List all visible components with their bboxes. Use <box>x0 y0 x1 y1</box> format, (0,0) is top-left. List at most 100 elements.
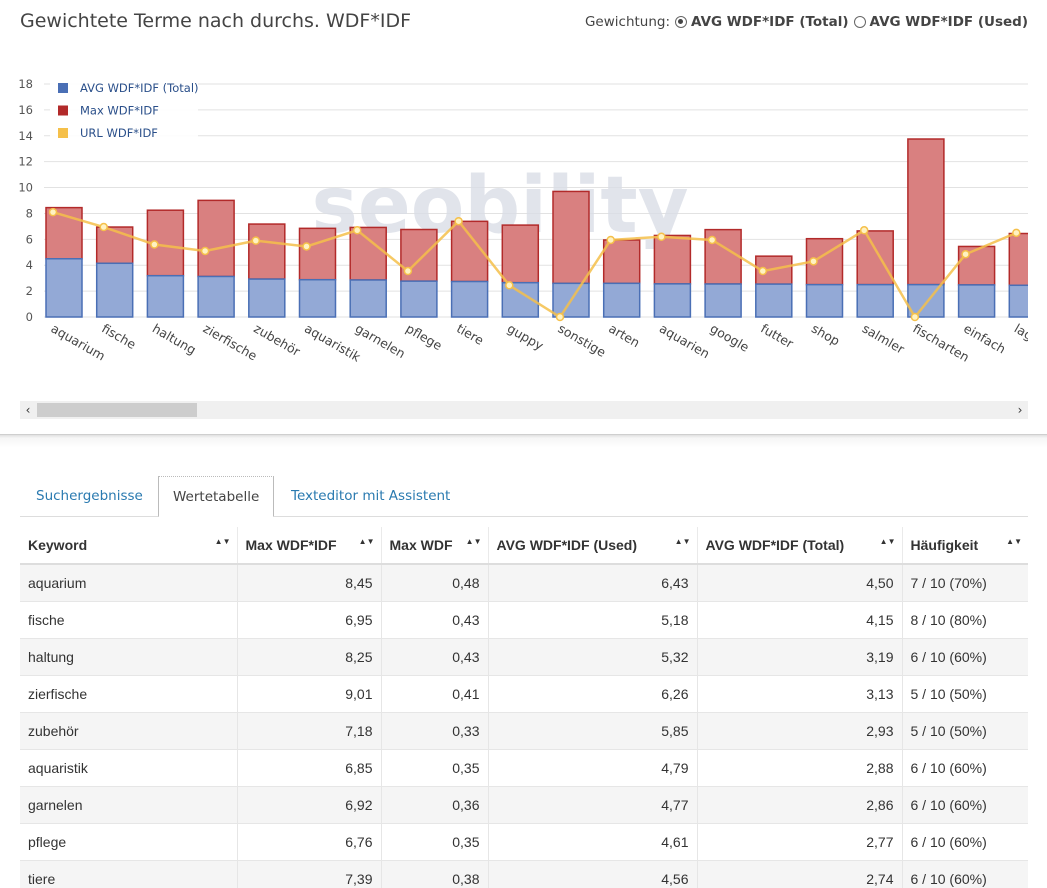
cell-max-wdf: 0,43 <box>381 600 489 638</box>
radio-avg-total-label[interactable]: AVG WDF*IDF (Total) <box>691 14 849 30</box>
col-max-wdf-label[interactable]: Max WDF <box>389 537 453 553</box>
col-avg-used[interactable]: AVG WDF*IDF (Used) ▲▼ <box>488 527 698 565</box>
sort-icon[interactable]: ▲▼ <box>465 537 482 546</box>
x-tick-label: salmler <box>860 321 908 357</box>
radio-avg-total[interactable]: AVG WDF*IDF (Total) <box>675 14 849 30</box>
cell-avg-total: 4,15 <box>697 600 903 638</box>
section-divider <box>0 434 1047 448</box>
col-keyword[interactable]: Keyword ▲▼ <box>20 527 238 565</box>
x-tick-label: aquarien <box>657 321 712 362</box>
cell-haeufigkeit: 5 / 10 (50%) <box>902 674 1028 712</box>
cell-max-wdf-idf: 6,85 <box>237 748 382 786</box>
col-keyword-label[interactable]: Keyword <box>28 537 88 553</box>
point-url-wdf-idf <box>606 235 615 245</box>
table-row: tiere 7,39 0,38 4,56 2,74 6 / 10 (60%) <box>20 859 1028 888</box>
bar-max-wdf-idf <box>653 234 692 285</box>
chart-legend: AVG WDF*IDF (Total) Max WDF*IDF URL WDF*ID… <box>50 76 199 142</box>
point-url-wdf-idf <box>1012 228 1021 238</box>
sort-icon[interactable]: ▲▼ <box>879 537 896 546</box>
cell-max-wdf-idf: 6,92 <box>237 785 382 823</box>
table-row: pflege 6,76 0,35 4,61 2,77 6 / 10 (60%) <box>20 822 1028 860</box>
bar-avg-wdf-idf-total <box>197 275 235 318</box>
cell-max-wdf: 0,48 <box>381 563 489 601</box>
sort-icon[interactable]: ▲▼ <box>1006 537 1022 546</box>
x-tick-label: zierfische <box>201 321 261 364</box>
table-row: aquarium 8,45 0,48 6,43 4,50 7 / 10 (70%) <box>20 563 1028 601</box>
bar-avg-wdf-idf-total <box>45 258 83 318</box>
bar-avg-wdf-idf-total <box>298 278 337 318</box>
x-tick-label: guppy <box>505 321 547 354</box>
bar-avg-wdf-idf-total <box>450 280 489 318</box>
cell-avg-total: 2,88 <box>697 748 903 786</box>
cell-keyword: zierfische <box>20 674 238 712</box>
cell-avg-used: 5,32 <box>488 637 698 675</box>
cell-max-wdf: 0,41 <box>381 674 489 712</box>
table-row: fische 6,95 0,43 5,18 4,15 8 / 10 (80%) <box>20 600 1028 638</box>
cell-max-wdf-idf: 8,45 <box>237 563 382 601</box>
radio-avg-used[interactable]: AVG WDF*IDF (Used) <box>853 14 1028 30</box>
tab-wertetabelle[interactable]: Wertetabelle <box>158 476 275 517</box>
col-avg-used-label[interactable]: AVG WDF*IDF (Used) <box>496 537 638 553</box>
col-max-wdf-idf-label[interactable]: Max WDF*IDF <box>245 537 337 553</box>
cell-keyword: tiere <box>20 859 238 888</box>
sort-icon[interactable]: ▲▼ <box>214 537 231 546</box>
scroll-thumb[interactable] <box>37 403 197 417</box>
tab-bar: Suchergebnisse Wertetabelle Texteditor m… <box>20 476 1028 517</box>
cell-haeufigkeit: 6 / 10 (60%) <box>902 785 1028 823</box>
radio-unchecked-icon[interactable] <box>853 16 866 28</box>
col-max-wdf[interactable]: Max WDF ▲▼ <box>381 527 489 565</box>
bar-avg-wdf-idf-total <box>653 283 692 318</box>
table-row: garnelen 6,92 0,36 4,77 2,86 6 / 10 (60%) <box>20 785 1028 823</box>
point-url-wdf-idf <box>251 236 261 245</box>
x-tick-label: futter <box>758 321 797 352</box>
radio-checked-icon[interactable] <box>675 16 688 28</box>
point-url-wdf-idf <box>859 226 869 235</box>
point-url-wdf-idf <box>809 257 818 266</box>
cell-avg-total: 3,19 <box>697 637 903 675</box>
x-tick-label: lage <box>1012 321 1043 348</box>
point-url-wdf-idf <box>200 246 210 256</box>
cell-keyword: aquarium <box>20 563 238 601</box>
col-avg-total-label[interactable]: AVG WDF*IDF (Total) <box>705 537 845 553</box>
cell-keyword: fische <box>20 600 238 638</box>
col-avg-total[interactable]: AVG WDF*IDF (Total) ▲▼ <box>697 527 903 565</box>
bar-max-wdf-idf <box>248 223 286 280</box>
sort-icon[interactable]: ▲▼ <box>674 537 691 546</box>
bar-max-wdf-idf <box>501 224 540 284</box>
cell-keyword: pflege <box>20 822 238 860</box>
bar-avg-wdf-idf-total <box>856 283 894 318</box>
cell-max-wdf-idf: 6,76 <box>237 822 382 860</box>
table-header-row: Keyword ▲▼ Max WDF*IDF ▲▼ Max WDF ▲▼ AVG WD… <box>20 527 1028 565</box>
x-tick-label: fische <box>99 321 139 353</box>
col-haeufigkeit-label[interactable]: Häufigkeit <box>910 537 979 553</box>
table-row: zubehör 7,18 0,33 5,85 2,93 5 / 10 (50%) <box>20 711 1028 749</box>
cell-avg-total: 2,74 <box>697 859 903 888</box>
scroll-right-arrow-icon[interactable]: › <box>1017 403 1023 417</box>
legend-label: URL WDF*IDF <box>80 126 158 140</box>
y-tick-label: 6 <box>26 232 33 246</box>
cell-avg-total: 4,50 <box>697 563 903 601</box>
point-url-wdf-idf <box>657 232 666 241</box>
legend-label: AVG WDF*IDF (Total) <box>80 81 199 95</box>
line-url-wdf-idf <box>52 210 1017 320</box>
tab-suchergebnisse[interactable]: Suchergebnisse <box>36 488 143 504</box>
col-haeufigkeit[interactable]: Häufigkeit ▲▼ <box>902 527 1028 565</box>
col-max-wdf-idf[interactable]: Max WDF*IDF ▲▼ <box>237 527 382 565</box>
tab-texteditor[interactable]: Texteditor mit Assistent <box>291 488 451 504</box>
cell-avg-used: 5,18 <box>488 600 698 638</box>
chart-scrollbar[interactable]: ‹ › <box>20 401 1028 419</box>
bar-max-wdf-idf <box>856 230 894 286</box>
cell-haeufigkeit: 6 / 10 (60%) <box>902 748 1028 786</box>
point-url-wdf-idf <box>961 249 970 259</box>
sort-icon[interactable]: ▲▼ <box>358 537 375 546</box>
scroll-left-arrow-icon[interactable]: ‹ <box>25 403 31 417</box>
bar-avg-wdf-idf-total <box>1008 284 1028 318</box>
bar-max-wdf-idf <box>298 227 337 281</box>
radio-avg-used-label[interactable]: AVG WDF*IDF (Used) <box>869 14 1028 30</box>
bar-max-wdf-idf <box>197 199 235 278</box>
cell-max-wdf: 0,38 <box>381 859 489 888</box>
cell-max-wdf-idf: 7,39 <box>237 859 382 888</box>
x-tick-label: aquaristik <box>302 321 364 365</box>
legend-background <box>50 76 198 142</box>
bar-avg-wdf-idf-total <box>957 284 996 318</box>
